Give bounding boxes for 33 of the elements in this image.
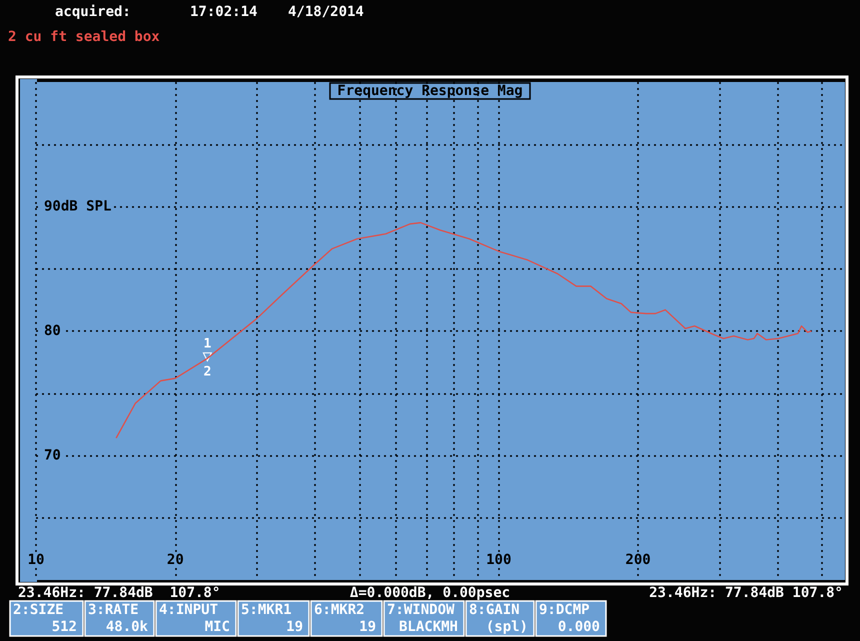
x-tick-label: 20 [166, 552, 184, 568]
text: 0.000 [558, 619, 600, 635]
text: 19 [286, 619, 303, 635]
text: MIC [204, 619, 230, 635]
y-tick-label: 80 [44, 323, 61, 339]
text: 23.46Hz: 77.84dB 107.8° [649, 585, 843, 601]
text: 48.0k [106, 619, 149, 635]
annotation: 2 [203, 364, 212, 380]
text: 8:GAIN [469, 602, 520, 618]
text: 9:DCMP [539, 602, 590, 618]
chart-subtitle: 2 cu ft sealed box [8, 29, 160, 45]
text: (spl) [486, 619, 528, 635]
text: 19 [359, 619, 376, 635]
text: 4:INPUT [159, 602, 218, 618]
y-tick-label: 70 [44, 448, 61, 464]
text: 2:SIZE [13, 602, 64, 618]
text: 7:WINDOW [387, 602, 455, 618]
chart-title: Frequency Response Mag [337, 83, 523, 99]
annotation: 1 [203, 336, 212, 352]
x-tick-label: 200 [625, 552, 651, 568]
text: 4/18/2014 [288, 4, 364, 20]
y-tick-label: 90dB SPL [44, 198, 112, 214]
text: 6:MKR2 [314, 602, 365, 618]
text: 5:MKR1 [241, 602, 292, 618]
text: Δ=0.000dB, 0.00psec [350, 585, 510, 601]
text: 23.46Hz: 77.84dB 107.8° [18, 585, 220, 601]
x-tick-label: 100 [486, 552, 512, 568]
text: 3:RATE [88, 602, 139, 618]
x-tick-label: 10 [28, 552, 44, 568]
text: 512 [52, 619, 77, 635]
text: 17:02:14 [190, 4, 258, 20]
text: BLACKMH [398, 619, 458, 635]
text: acquired: [55, 4, 131, 20]
